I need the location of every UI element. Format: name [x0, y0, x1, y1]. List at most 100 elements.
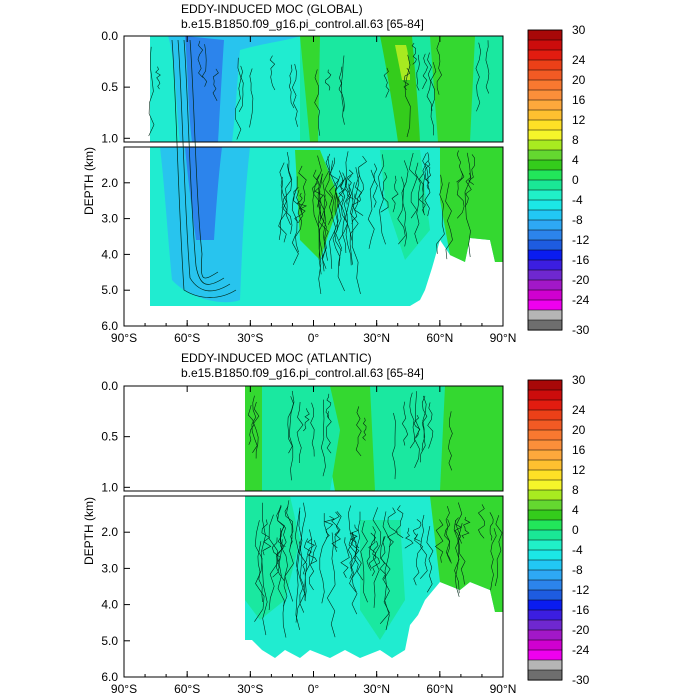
atlantic-colorbar-swatch	[527, 579, 563, 591]
atlantic-colorbar-swatch	[527, 599, 563, 611]
atlantic-colorbar-label: -30	[572, 673, 590, 687]
atlantic-lower-contour	[304, 529, 313, 601]
atlantic-upper-contour	[362, 417, 367, 441]
atlantic-upper-mid	[262, 386, 340, 491]
atlantic-colorbar-frame	[527, 379, 563, 681]
atlantic-lower-contour	[326, 532, 336, 638]
atlantic-lower-contour	[489, 512, 494, 541]
global-lower-contour	[354, 170, 364, 216]
global-upper-contour	[430, 62, 437, 136]
atlantic-lower-contour	[434, 519, 444, 563]
global-lower-contour	[317, 173, 327, 259]
atlantic-xtick-label: 90°N	[490, 682, 517, 696]
atlantic-lower-contour	[379, 536, 386, 580]
global-lower-contour	[345, 151, 353, 241]
atlantic-upper-contour	[310, 402, 315, 457]
global-lower-field	[124, 147, 503, 326]
atlantic-colorbar-label: 24	[572, 403, 586, 417]
global-colorbar-label: -8	[572, 213, 583, 227]
atlantic-lower-contour	[254, 520, 265, 622]
atlantic-lower-contour	[334, 511, 342, 552]
global-lower-contour	[445, 182, 453, 260]
atlantic-upper-contour	[288, 390, 295, 481]
global-ytick-label: 4.0	[101, 247, 118, 261]
global-lower-contour	[367, 169, 375, 249]
atlantic-lower-contour	[302, 538, 312, 575]
global-upper-contour	[338, 66, 345, 112]
global-lower-contour	[281, 163, 293, 235]
atlantic-upper-contour	[303, 408, 310, 432]
global-upper-contour	[416, 54, 420, 91]
global-upper-contour	[212, 68, 219, 102]
global-cell-contour	[171, 39, 237, 298]
global-colorbar-swatch	[527, 129, 563, 141]
global-colorbar-swatch	[527, 209, 563, 221]
global-upper-contour	[422, 53, 428, 90]
global-upper-contour	[249, 68, 254, 128]
global-lower-contour	[346, 175, 352, 205]
atlantic-lower-contour	[461, 516, 471, 539]
atlantic-ytick-label: 4.0	[101, 598, 118, 612]
global-colorbar-swatch	[527, 119, 563, 131]
atlantic-colorbar-swatch	[527, 629, 563, 641]
atlantic-colorbar-swatch	[527, 409, 563, 421]
atlantic-colorbar-label: 12	[572, 463, 586, 477]
atlantic-colorbar-swatch	[527, 439, 563, 451]
atlantic-upper-contour	[421, 395, 428, 451]
atlantic-upper-contour	[251, 395, 258, 453]
global-upper-contour	[436, 41, 442, 95]
global-subtitle: b.e15.B1850.f09_g16.pi_control.all.63 [6…	[181, 17, 424, 31]
global-lower-contour	[337, 179, 345, 208]
global-colorbar-swatch	[527, 249, 563, 261]
global-title: EDDY-INDUCED MOC (GLOBAL)	[181, 2, 363, 16]
atlantic-xtick-label: 30°S	[237, 682, 263, 696]
global-colorbar-label: -30	[572, 323, 590, 337]
global-lower-contour	[414, 162, 421, 244]
atlantic-lower-contour	[382, 511, 391, 631]
atlantic-lower-contour	[295, 510, 303, 630]
atlantic-panel: EDDY-INDUCED MOC (ATLANTIC) b.e15.B1850.…	[82, 351, 516, 696]
global-upper-contour	[288, 64, 295, 109]
global-lower-contour	[312, 155, 322, 275]
global-lower-contour	[391, 175, 399, 213]
atlantic-colorbar-swatch	[527, 419, 563, 431]
atlantic-lower-contour	[404, 527, 414, 549]
global-cell-contour	[177, 39, 231, 292]
atlantic-lower-contour	[426, 526, 434, 593]
global-upper-contour	[314, 69, 321, 136]
atlantic-lower-contour	[419, 514, 428, 579]
atlantic-colorbar-label: -12	[572, 583, 590, 597]
global-lower-contour	[372, 163, 378, 208]
atlantic-lower-contour	[347, 505, 356, 569]
atlantic-colorbar-swatch	[527, 609, 563, 621]
global-ytick-label: 1.0	[101, 131, 118, 145]
global-colorbar-label: 4	[572, 153, 579, 167]
atlantic-ytick-label: 0.0	[101, 379, 118, 393]
global-colorbar-frame	[527, 29, 563, 331]
global-colorbar-label: 24	[572, 53, 586, 67]
global-upper-land-south	[124, 36, 150, 142]
global-lower-contour	[464, 152, 472, 258]
global-lower-positive-north	[440, 147, 503, 262]
atlantic-lower-contour	[368, 526, 376, 569]
global-upper-core	[185, 36, 224, 142]
atlantic-ytick-label: 3.0	[101, 561, 118, 575]
atlantic-lower-contour	[444, 519, 452, 564]
global-colorbar-swatch	[527, 289, 563, 301]
atlantic-colorbar-label: 30	[572, 373, 586, 387]
global-lower-contour	[464, 172, 472, 207]
global-lower-contour	[397, 176, 406, 245]
global-colorbar-swatch	[527, 299, 563, 311]
global-colorbar-swatch	[527, 279, 563, 291]
atlantic-upper-contour	[420, 395, 427, 463]
atlantic-lower-contour	[276, 504, 286, 548]
global-upper-positive-peak	[395, 45, 410, 80]
atlantic-xtick-label: 60°N	[426, 682, 453, 696]
global-upper-contour	[341, 55, 345, 125]
atlantic-upper-contour	[401, 401, 409, 446]
atlantic-colorbar-swatch	[527, 489, 563, 501]
global-lower-contour	[349, 182, 359, 265]
atlantic-lower-contour	[349, 524, 360, 549]
global-colorbar-swatch	[527, 149, 563, 161]
